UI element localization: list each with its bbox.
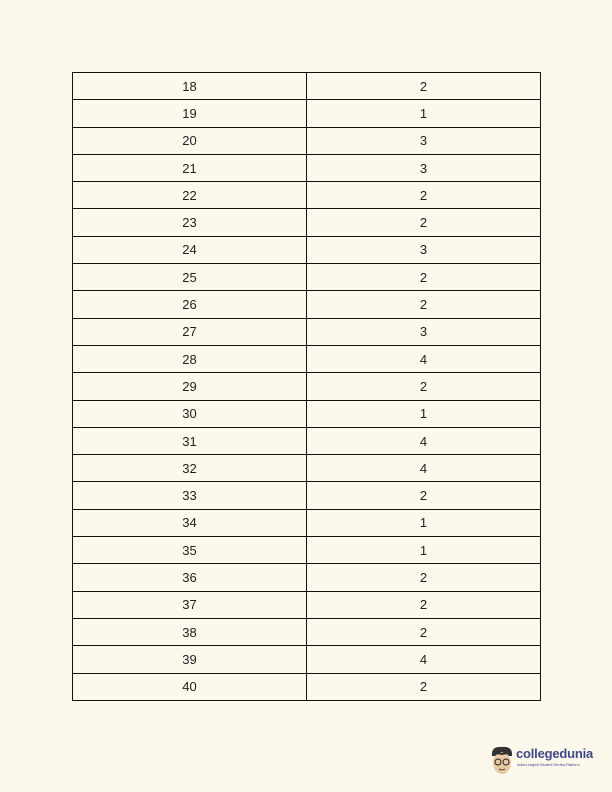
table-row: 19 1	[72, 99, 541, 128]
answer-cell: 3	[306, 235, 541, 265]
answer-cell: 2	[306, 481, 541, 510]
table-row: 24 3	[72, 235, 541, 265]
table-row: 31 4	[72, 426, 541, 456]
question-number-cell: 35	[72, 536, 307, 565]
question-number-cell: 40	[72, 672, 307, 701]
question-number-cell: 32	[72, 454, 307, 483]
table-row: 39 4	[72, 645, 541, 674]
question-number-cell: 24	[72, 235, 307, 265]
answer-cell: 4	[306, 426, 541, 456]
answer-cell: 2	[306, 563, 541, 592]
table-row: 18 2	[72, 71, 541, 101]
question-number-cell: 30	[72, 399, 307, 428]
question-number-cell: 27	[72, 317, 307, 346]
answer-cell: 1	[306, 508, 541, 538]
answer-cell: 2	[306, 181, 541, 210]
answer-cell: 4	[306, 645, 541, 674]
logo-brand-text: collegedunia	[516, 746, 594, 761]
answer-key-table: 18 2 19 1 20 3 21 3 22 2 23 2 24 3 25 2 26 2 27 3 28 4 29 2 30 1 3…	[72, 71, 541, 701]
answer-cell: 4	[306, 454, 541, 483]
mascot-face-icon	[491, 746, 513, 774]
question-number-cell: 23	[72, 208, 307, 237]
question-number-cell: 18	[72, 71, 307, 101]
question-number-cell: 22	[72, 181, 307, 210]
question-number-cell: 25	[72, 263, 307, 292]
answer-cell: 2	[306, 71, 541, 101]
answer-cell: 1	[306, 99, 541, 128]
answer-cell: 2	[306, 672, 541, 701]
answer-cell: 2	[306, 590, 541, 619]
table-row: 26 2	[72, 290, 541, 319]
answer-cell: 3	[306, 317, 541, 346]
table-row: 20 3	[72, 126, 541, 155]
table-row: 23 2	[72, 208, 541, 237]
answer-cell: 2	[306, 263, 541, 292]
collegedunia-logo: collegedunia India's largest Student Rev…	[489, 744, 609, 778]
table-row: 33 2	[72, 481, 541, 510]
table-row: 28 4	[72, 344, 541, 374]
table-row: 25 2	[72, 263, 541, 292]
answer-cell: 1	[306, 536, 541, 565]
question-number-cell: 19	[72, 99, 307, 128]
table-row: 38 2	[72, 617, 541, 647]
table-row: 32 4	[72, 454, 541, 483]
answer-cell: 3	[306, 126, 541, 155]
table-row: 35 1	[72, 536, 541, 565]
table-row: 36 2	[72, 563, 541, 592]
question-number-cell: 34	[72, 508, 307, 538]
table-row: 40 2	[72, 672, 541, 701]
answer-cell: 2	[306, 208, 541, 237]
table-row: 27 3	[72, 317, 541, 346]
table-row: 22 2	[72, 181, 541, 210]
question-number-cell: 33	[72, 481, 307, 510]
answer-cell: 4	[306, 344, 541, 374]
question-number-cell: 37	[72, 590, 307, 619]
logo-tagline: India's largest Student Review Platform	[517, 763, 580, 767]
answer-cell: 2	[306, 290, 541, 319]
question-number-cell: 28	[72, 344, 307, 374]
table-row: 29 2	[72, 372, 541, 401]
table-row: 30 1	[72, 399, 541, 428]
table-row: 21 3	[72, 153, 541, 183]
question-number-cell: 31	[72, 426, 307, 456]
question-number-cell: 20	[72, 126, 307, 155]
answer-cell: 2	[306, 617, 541, 647]
question-number-cell: 39	[72, 645, 307, 674]
answer-cell: 3	[306, 153, 541, 183]
question-number-cell: 38	[72, 617, 307, 647]
question-number-cell: 26	[72, 290, 307, 319]
question-number-cell: 36	[72, 563, 307, 592]
question-number-cell: 21	[72, 153, 307, 183]
table-row: 37 2	[72, 590, 541, 619]
question-number-cell: 29	[72, 372, 307, 401]
table-row: 34 1	[72, 508, 541, 538]
answer-cell: 1	[306, 399, 541, 428]
answer-cell: 2	[306, 372, 541, 401]
